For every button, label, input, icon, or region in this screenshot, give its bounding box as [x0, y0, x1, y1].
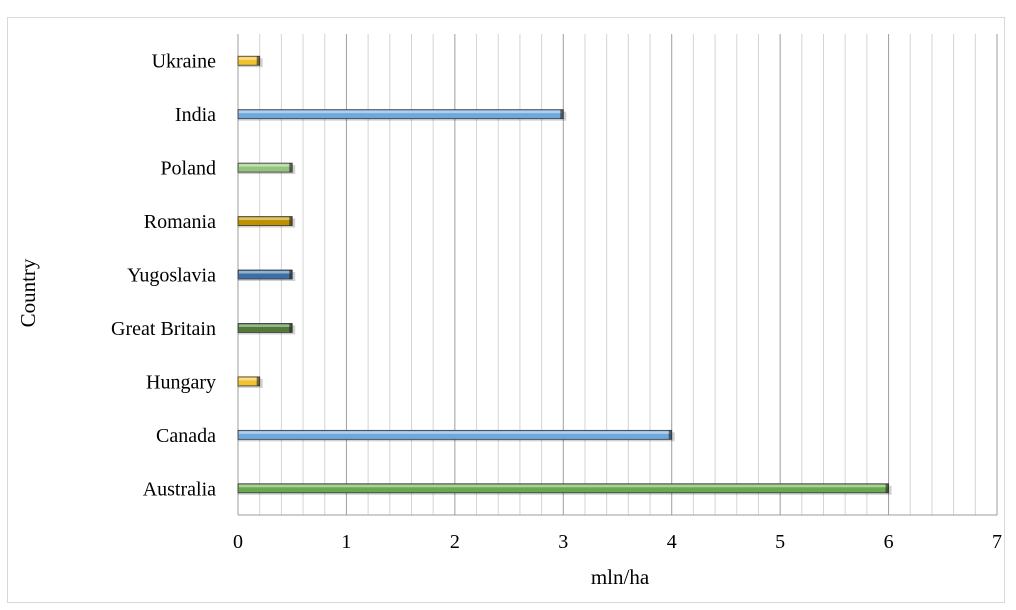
- bar-end-cap: [885, 483, 889, 493]
- bar-rect: [237, 55, 261, 66]
- category-label: Great Britain: [111, 318, 216, 340]
- bar-chart: Ukraine India Poland Romania Yugoslavia Great…: [16, 34, 1002, 589]
- x-axis-title: mln/ha: [591, 565, 650, 589]
- y-axis-title: Country: [16, 258, 40, 327]
- category-labels: Ukraine India Poland Romania Yugoslavia Great…: [111, 51, 216, 501]
- bar-highlight: [239, 217, 292, 221]
- category-label: India: [175, 104, 216, 126]
- bar-highlight: [239, 431, 671, 434]
- x-tick-label: 1: [341, 531, 351, 553]
- x-tick-label: 2: [450, 531, 460, 553]
- category-label: Ukraine: [152, 51, 217, 73]
- bar: [237, 483, 892, 495]
- bar-end-cap: [289, 216, 293, 226]
- bar: [237, 162, 296, 175]
- bar-end-cap: [289, 163, 293, 173]
- bar-end-cap: [560, 109, 564, 119]
- category-label: Poland: [160, 158, 216, 180]
- bar-end-cap: [289, 323, 293, 333]
- category-label: Romania: [144, 211, 216, 233]
- bar: [237, 55, 263, 68]
- bar-end-cap: [668, 430, 672, 440]
- bar: [237, 269, 296, 281]
- bar: [237, 323, 296, 335]
- bar-highlight: [239, 377, 259, 381]
- bar-highlight: [239, 164, 292, 167]
- x-tick-label: 4: [667, 531, 677, 553]
- bar-highlight: [239, 324, 292, 327]
- bar-end-cap: [289, 270, 293, 279]
- x-tick-label: 3: [558, 531, 568, 553]
- category-label: Australia: [143, 478, 216, 500]
- bar-end-cap: [256, 376, 260, 386]
- category-label: Yugoslavia: [127, 265, 216, 287]
- x-tick-label: 7: [992, 531, 1002, 553]
- category-label: Canada: [156, 425, 216, 447]
- bar-rect: [237, 376, 261, 387]
- bar-highlight: [239, 57, 259, 60]
- bars: [237, 55, 892, 495]
- chart-frame: Ukraine India Poland Romania Yugoslavia Great…: [7, 17, 1005, 603]
- bar: [237, 216, 296, 228]
- x-tick-label: 0: [233, 531, 243, 553]
- bar-highlight: [239, 271, 292, 274]
- category-label: Hungary: [146, 371, 216, 393]
- x-tick-label: 5: [775, 531, 785, 553]
- bar-highlight: [239, 484, 888, 488]
- bar: [237, 109, 567, 121]
- bar: [237, 429, 675, 442]
- gridlines: [237, 34, 998, 516]
- x-tick-labels: 0 1 2 3 4 5 6 7: [233, 531, 1002, 553]
- bar-end-cap: [256, 56, 260, 66]
- bar-highlight: [239, 110, 563, 114]
- bar: [237, 376, 263, 388]
- x-tick-label: 6: [884, 531, 894, 553]
